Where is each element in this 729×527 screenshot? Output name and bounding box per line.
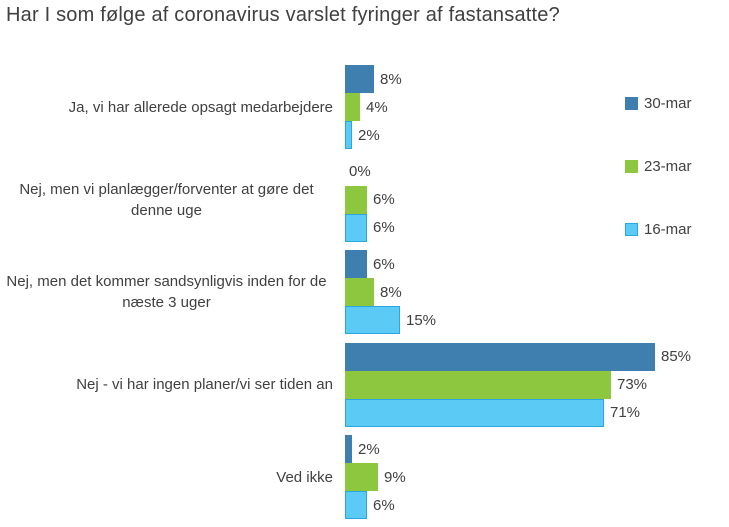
bar-30-mar: [345, 250, 367, 278]
category-row: Nej, men vi planlægger/forventer at gøre…: [0, 158, 717, 242]
category-label: Ja, vi har allerede opsagt medarbejdere: [68, 98, 333, 116]
category-label: Nej - vi har ingen planer/vi ser tiden a…: [76, 376, 333, 393]
category-row: Nej, men det kommer sandsynligvis inden …: [0, 250, 717, 334]
bar-23-mar: [345, 463, 378, 491]
category-bars: 6% 8% 15%: [345, 250, 717, 334]
value-label-16-mar: 71%: [610, 404, 641, 421]
bar-16-mar: [345, 491, 367, 519]
value-label-23-mar: 4%: [366, 98, 388, 116]
bar-row: 85%: [345, 342, 717, 371]
value-label-16-mar: 2%: [358, 126, 380, 144]
legend-label: 16-mar: [644, 220, 692, 238]
category-bars: 8% 4% 2%: [345, 65, 717, 149]
legend-item-23-mar: 23-mar: [625, 156, 692, 176]
bar-30-mar: [345, 65, 374, 93]
bar-row: 6%: [345, 250, 717, 278]
value-label-23-mar: 73%: [617, 376, 648, 393]
bar-16-mar: [345, 306, 400, 334]
plot-area: Ja, vi har allerede opsagt medarbejdere 8…: [0, 65, 717, 519]
chart-title: Har I som følge af coronavirus varslet f…: [6, 4, 560, 26]
bar-row: 6%: [345, 213, 717, 242]
value-label-23-mar: 6%: [373, 191, 395, 208]
bar-row: 73%: [345, 370, 717, 399]
category-bars: 85% 73% 71%: [345, 342, 717, 427]
value-label-16-mar: 6%: [373, 219, 395, 236]
category-label: Ved ikke: [276, 468, 333, 486]
legend-item-16-mar: 16-mar: [625, 219, 692, 239]
bar-row: 6%: [345, 185, 717, 214]
bar-row: 8%: [345, 65, 717, 93]
bar-16-mar: [345, 213, 367, 242]
legend-swatch-16-mar: [625, 222, 638, 236]
bar-row: 0%: [345, 158, 717, 186]
legend-swatch-30-mar: [625, 96, 638, 110]
category-bars: 0% 6% 6%: [345, 158, 717, 242]
bar-row: 6%: [345, 491, 717, 519]
bar-23-mar: [345, 185, 367, 214]
category-row: Ja, vi har allerede opsagt medarbejdere 8…: [0, 65, 717, 149]
category-row: Ved ikke 2% 9% 6%: [0, 435, 717, 519]
bar-row: 8%: [345, 278, 717, 306]
bar-23-mar: [345, 370, 611, 399]
legend: 30-mar 23-mar 16-mar: [625, 93, 692, 282]
value-label-30-mar: 6%: [373, 255, 395, 273]
bar-16-mar: [345, 398, 604, 427]
bar-16-mar: [345, 121, 352, 149]
category-label: Nej, men vi planlægger/forventer at gøre…: [19, 180, 314, 219]
value-label-30-mar: 2%: [358, 440, 380, 458]
category-row: Nej - vi har ingen planer/vi ser tiden a…: [0, 342, 717, 427]
legend-label: 23-mar: [644, 157, 692, 175]
bar-row: 2%: [345, 121, 717, 149]
legend-swatch-23-mar: [625, 159, 638, 173]
value-label-16-mar: 15%: [406, 311, 437, 329]
value-label-30-mar: 85%: [661, 348, 692, 365]
bar-row: 15%: [345, 306, 717, 334]
bar-30-mar: [345, 435, 352, 463]
legend-label: 30-mar: [644, 94, 692, 112]
bar-row: 4%: [345, 93, 717, 121]
legend-item-30-mar: 30-mar: [625, 93, 692, 113]
bar-row: 2%: [345, 435, 717, 463]
category-bars: 2% 9% 6%: [345, 435, 717, 519]
value-label-23-mar: 8%: [380, 283, 402, 301]
bar-23-mar: [345, 93, 360, 121]
value-label-30-mar: 0%: [349, 163, 371, 180]
bar-23-mar: [345, 278, 374, 306]
bar-row: 9%: [345, 463, 717, 491]
bar-30-mar: [345, 342, 655, 371]
value-label-16-mar: 6%: [373, 496, 395, 514]
value-label-23-mar: 9%: [384, 468, 406, 486]
value-label-30-mar: 8%: [380, 70, 402, 88]
category-label: Nej, men det kommer sandsynligvis inden …: [6, 273, 327, 311]
bar-row: 71%: [345, 398, 717, 427]
